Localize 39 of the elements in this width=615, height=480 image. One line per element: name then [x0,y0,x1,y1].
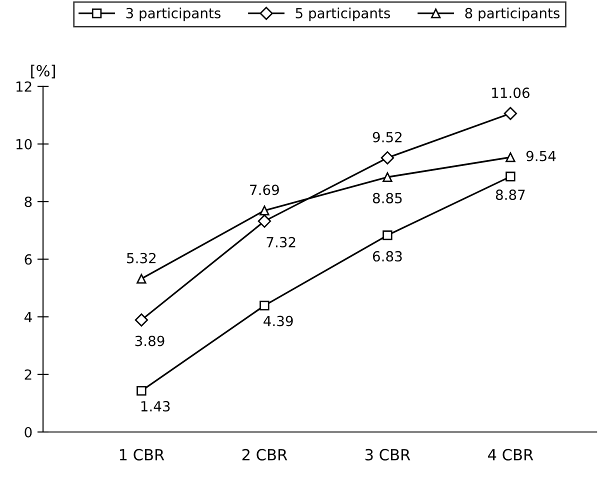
point [136,386,146,396]
data-label: 11.06 [492,88,530,98]
x-tick-label: 4 CBR [488,448,534,460]
x-tick-label: 3 CBR [365,448,410,460]
point [382,230,392,240]
data-label: 9.52 [372,132,402,142]
data-label: 7.69 [250,184,279,196]
y-tick-label: 10 [16,138,32,150]
data-label: 8.85 [372,192,402,204]
data-label: 1.43 [141,401,170,412]
y-tick-label: 2 [24,369,32,380]
point [506,152,516,162]
data-label: 4.39 [264,316,293,326]
y-axis-title: [%] [31,64,55,78]
point [134,313,148,327]
legend-label: 5 participants [296,8,390,22]
point [258,214,272,228]
point [504,106,518,120]
point [506,172,516,182]
data-label: 8.87 [496,190,525,200]
legend-label: 8 participants [465,8,560,22]
data-label: 6.83 [372,251,402,262]
data-label: 7.32 [266,236,296,248]
y-tick-label: 4 [24,312,32,322]
y-tick-label: 12 [16,81,32,92]
point [136,274,146,284]
data-label: 5.32 [127,252,156,264]
data-label: 3.89 [135,336,164,346]
legend-label: 3 participants [126,8,220,22]
y-tick-label: 0 [24,426,32,438]
point [382,172,392,182]
y-tick-label: 6 [24,254,32,265]
point [260,300,270,310]
point [260,206,270,216]
point [380,151,394,164]
x-tick-label: 2 CBR [242,448,288,460]
data-label: 9.54 [526,150,556,162]
x-tick-label: 1 CBR [120,448,164,460]
y-tick-label: 8 [24,196,32,208]
